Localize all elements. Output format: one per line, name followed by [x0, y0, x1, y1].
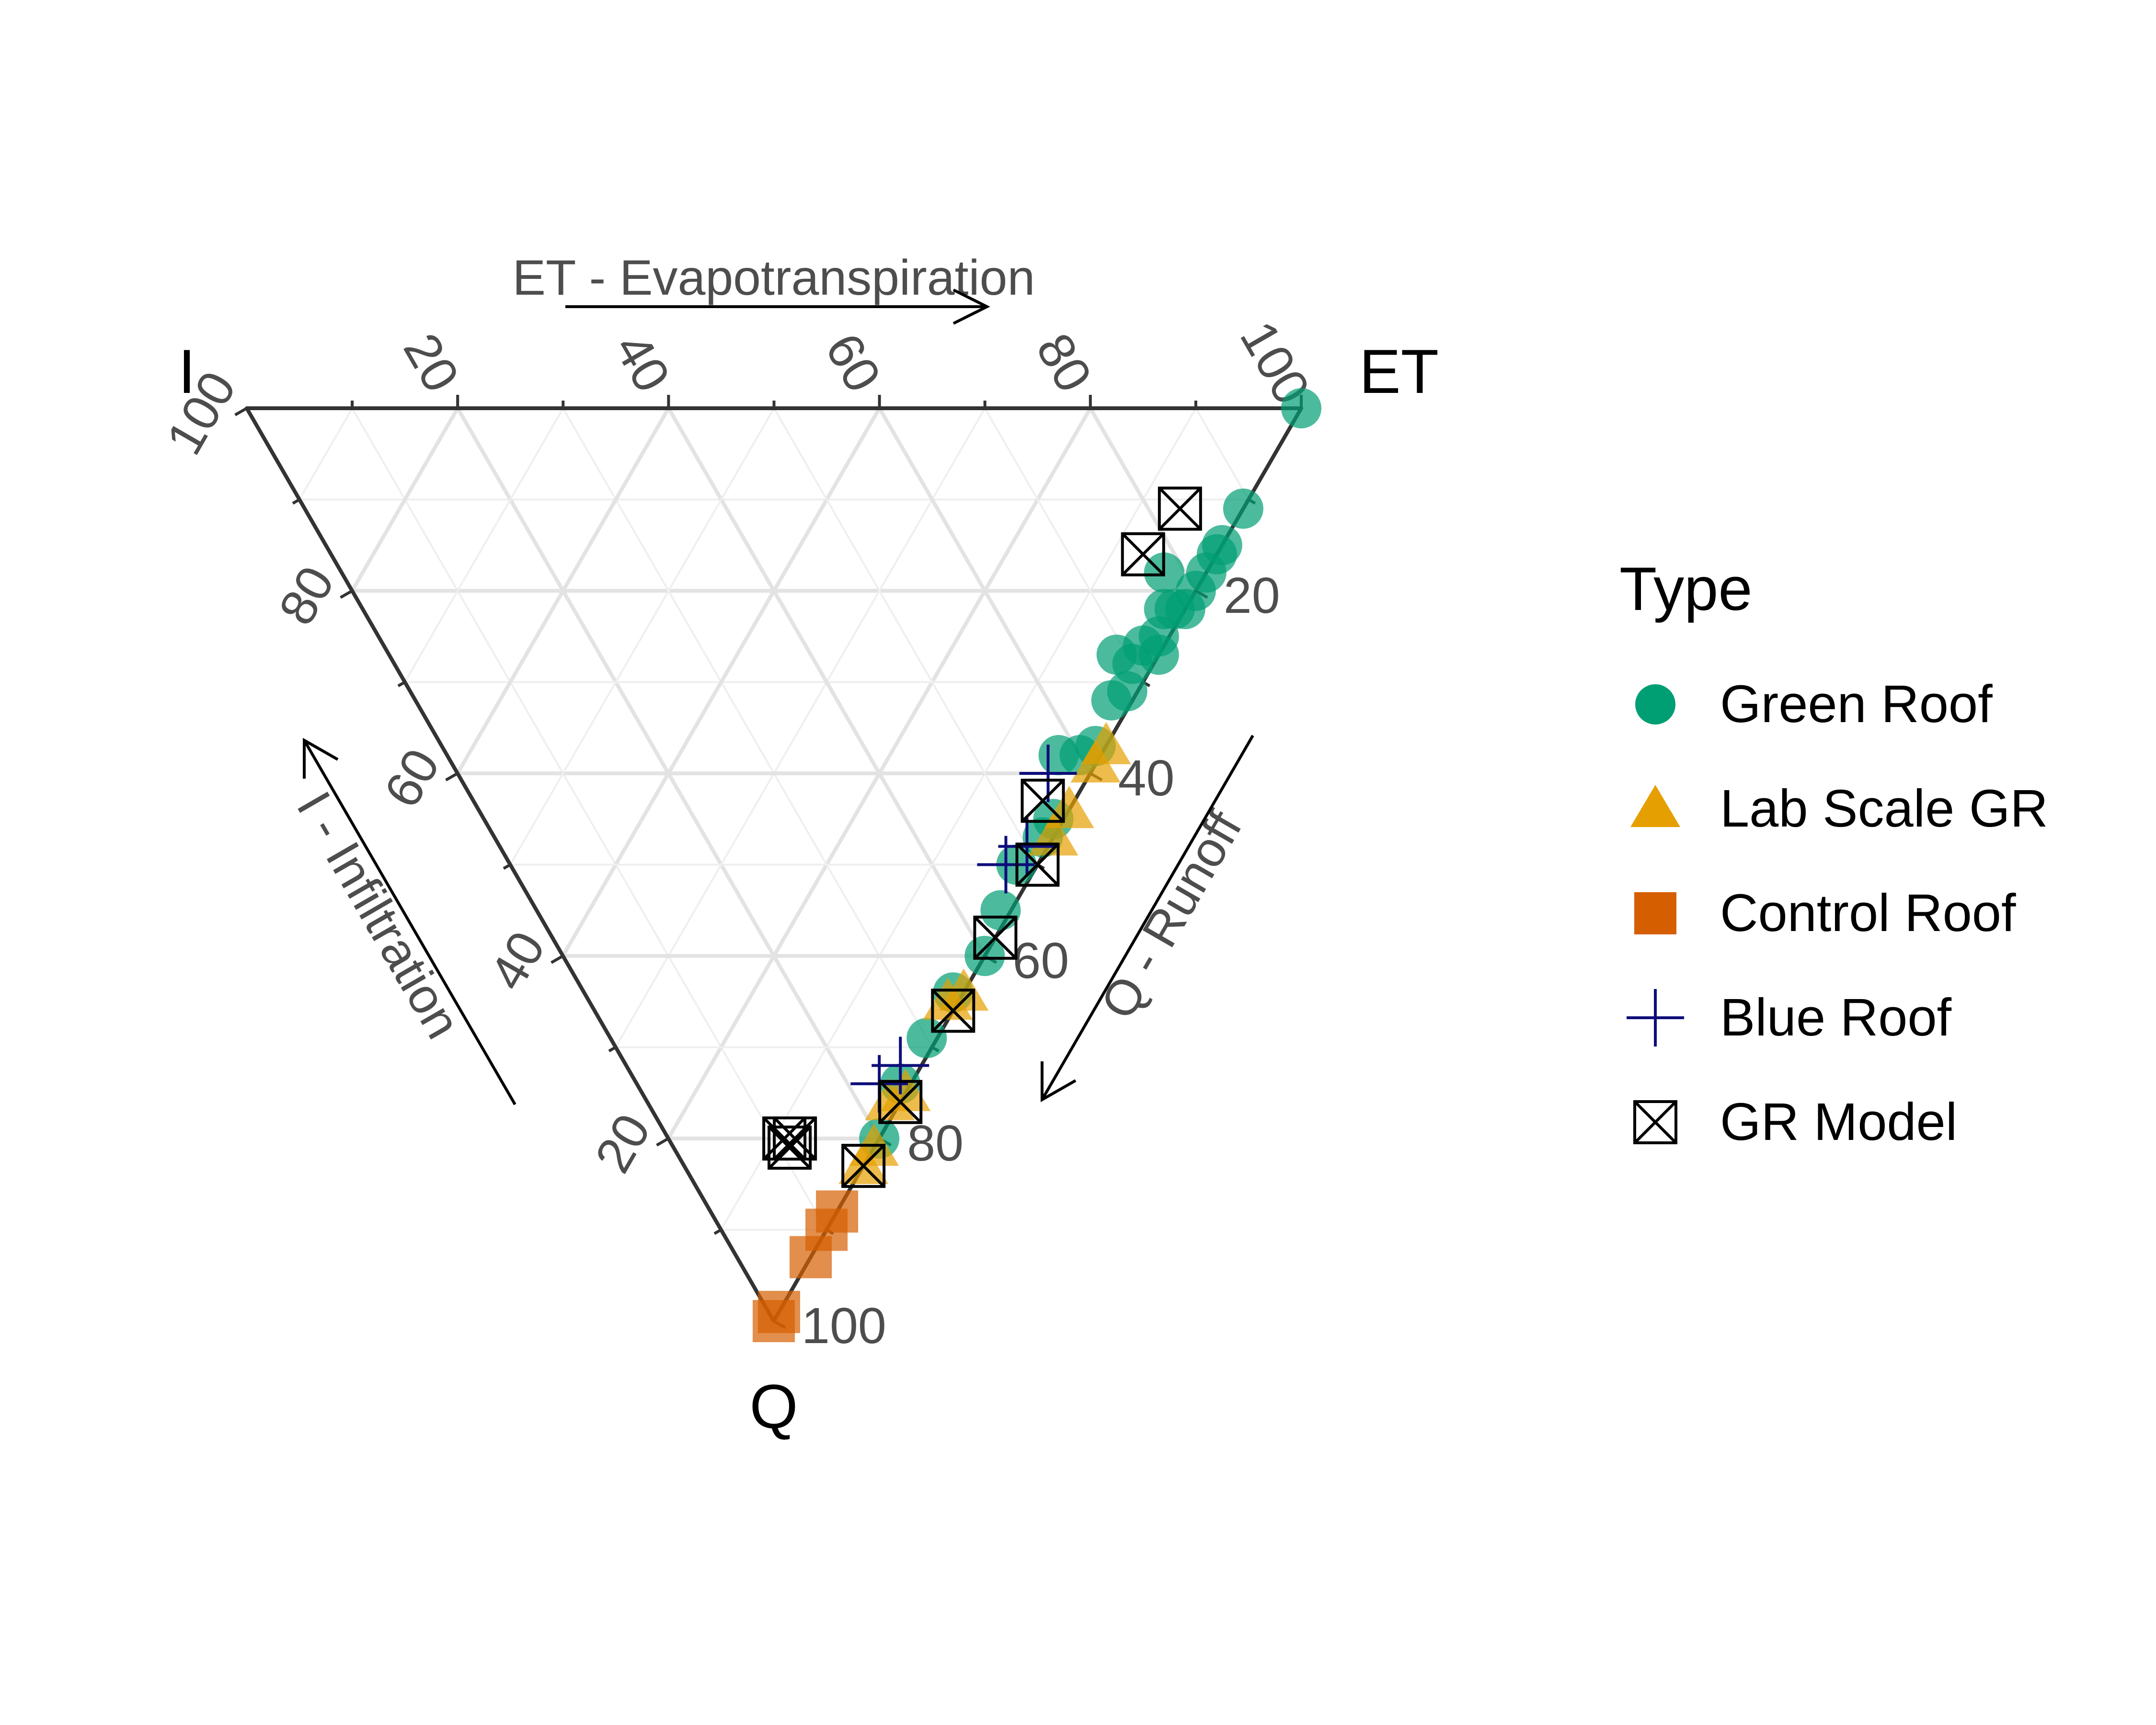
point-lab-scale-gr	[865, 1078, 915, 1120]
tick-left	[503, 863, 511, 870]
tick-label-i: 20	[584, 1104, 661, 1182]
axis-arrowhead-i	[303, 737, 339, 779]
tick-left	[656, 1137, 669, 1147]
point-lab-scale-gr	[1070, 740, 1121, 782]
tick-label-et: 60	[814, 324, 892, 401]
grid-lines	[298, 407, 1250, 1231]
point-lab-scale-gr	[923, 978, 973, 1020]
point-gr-model	[1015, 842, 1060, 887]
axis-title-et: ET - Evapotranspiration	[513, 250, 1035, 306]
grid-line-i	[456, 407, 670, 775]
tick-left	[397, 680, 406, 688]
legend-key-triangle-icon	[1630, 784, 1680, 827]
legend-label: Blue Roof	[1720, 988, 1952, 1047]
grid-line-et	[562, 407, 933, 1048]
tick-label-i: 40	[479, 922, 556, 999]
point-blue-roof	[1019, 745, 1077, 802]
point-blue-roof	[977, 836, 1035, 894]
tick-left	[234, 407, 248, 416]
point-lab-scale-gr	[1044, 786, 1094, 828]
legend-item-gr-model: GR Model	[1619, 1070, 2146, 1174]
axis-arrow-i	[303, 739, 516, 1105]
legend-label: GR Model	[1720, 1092, 1958, 1152]
tick-label-q: 20	[1224, 567, 1280, 624]
tick-label-et: 20	[393, 324, 470, 401]
legend-key-square-icon	[1634, 892, 1676, 934]
axis-title-q: Q - Runoff	[1090, 802, 1253, 1028]
grid-line-et	[1195, 407, 1250, 500]
point-gr-model	[1121, 532, 1165, 576]
legend-item-green-roof: Green Roof	[1619, 652, 2146, 757]
legend-key-plus-icon	[1627, 989, 1684, 1046]
point-lab-scale-gr	[838, 1142, 889, 1184]
grid-line-et	[773, 407, 1039, 865]
legend-key-circle-icon	[1635, 684, 1675, 724]
legend-key-boxed-x-icon	[1633, 1100, 1677, 1144]
tick-label-et: 80	[1025, 324, 1102, 401]
tick-left	[608, 1046, 617, 1053]
point-control-roof	[753, 1300, 795, 1342]
point-green-roof	[1091, 680, 1132, 721]
grid-line-i	[298, 407, 353, 500]
vertex-label-i: I	[178, 336, 195, 406]
point-green-roof	[1038, 735, 1079, 775]
tick-label-et: 40	[604, 324, 681, 401]
point-green-roof	[1223, 488, 1263, 529]
tick-label-i: 80	[268, 557, 345, 634]
legend-items: Green Roof Lab Scale GR Control Roof Blue R…	[1619, 652, 2146, 1174]
tick-label-q: 80	[907, 1115, 963, 1172]
tick-left	[340, 589, 353, 599]
point-gr-model	[1158, 486, 1202, 531]
point-green-roof	[1281, 388, 1321, 428]
tick-left	[713, 1228, 722, 1235]
grid-line-i	[350, 407, 459, 592]
legend-label: Control Roof	[1720, 884, 2016, 943]
point-gr-model	[931, 989, 975, 1033]
tick-left	[550, 954, 564, 964]
tick-left	[292, 498, 300, 505]
legend-item-blue-roof: Blue Roof	[1619, 966, 2146, 1070]
grid-line-i	[509, 407, 775, 865]
vertex-label-et: ET	[1359, 336, 1439, 406]
legend-item-lab-scale-gr: Lab Scale GR	[1619, 757, 2146, 861]
legend-title: Type	[1619, 555, 1753, 623]
legend: Type Green Roof Lab Scale GR Control Roof B…	[1619, 555, 2146, 1174]
tick-label-q: 60	[1012, 932, 1069, 989]
grid-line-et	[878, 407, 1092, 775]
tick-label-i: 60	[373, 739, 450, 816]
point-gr-model	[973, 915, 1018, 960]
point-gr-model	[841, 1144, 886, 1188]
vertex-label-q: Q	[749, 1371, 798, 1441]
tick-label-i: 100	[156, 362, 247, 464]
grid-line-i	[404, 407, 564, 683]
point-control-roof	[790, 1236, 832, 1278]
point-green-roof	[1096, 634, 1137, 675]
grid-line-i	[720, 407, 1197, 1230]
tick-label-q: 100	[802, 1298, 886, 1354]
data-points	[753, 388, 1321, 1342]
tick-left	[445, 772, 459, 782]
axis-arrowhead-et	[952, 288, 990, 325]
point-gr-model	[878, 1080, 923, 1124]
point-gr-model	[1021, 779, 1065, 823]
axis-arrowhead-q	[1041, 1061, 1077, 1103]
axis-arrow-q	[1041, 735, 1254, 1101]
point-gr-model	[768, 1126, 812, 1170]
legend-label: Lab Scale GR	[1720, 779, 2048, 839]
grid-line-et	[351, 407, 827, 1230]
legend-item-control-roof: Control Roof	[1619, 861, 2146, 966]
point-gr-model	[762, 1116, 807, 1161]
axis-title-i: I - Infiltration	[286, 782, 471, 1048]
legend-label: Green Roof	[1720, 675, 1993, 734]
grid-line-i	[615, 407, 986, 1048]
